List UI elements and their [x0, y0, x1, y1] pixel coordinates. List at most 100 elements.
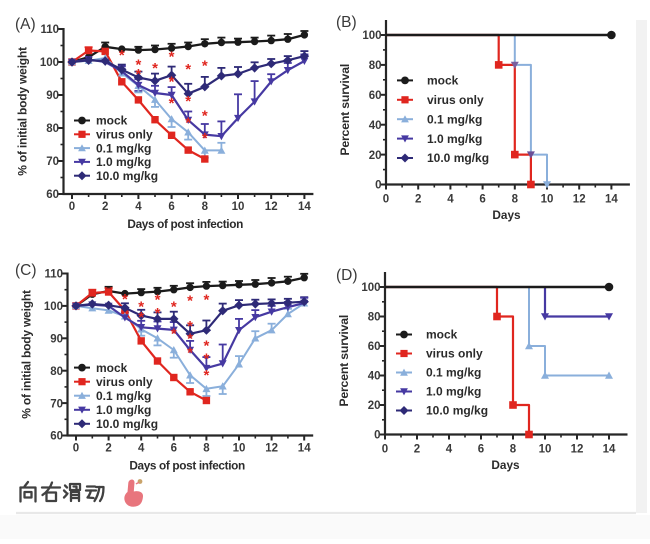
svg-text:6: 6 [171, 443, 177, 455]
svg-text:100: 100 [44, 301, 63, 313]
svg-text:*: * [155, 292, 161, 309]
svg-text:0.1 mg/kg: 0.1 mg/kg [426, 366, 481, 380]
svg-text:6: 6 [478, 444, 484, 456]
svg-text:4: 4 [135, 201, 142, 213]
svg-text:0.1 mg/kg: 0.1 mg/kg [427, 112, 482, 126]
svg-text:*: * [187, 331, 193, 348]
svg-text:2: 2 [102, 201, 108, 213]
svg-text:12: 12 [265, 443, 278, 455]
svg-text:14: 14 [603, 444, 616, 456]
svg-text:*: * [185, 115, 191, 132]
svg-text:4: 4 [446, 444, 453, 456]
svg-text:90: 90 [46, 90, 59, 102]
svg-text:90: 90 [50, 334, 63, 346]
svg-text:virus only: virus only [96, 128, 153, 142]
svg-text:40: 40 [368, 371, 381, 383]
svg-text:*: * [203, 292, 209, 309]
svg-text:*: * [122, 291, 128, 308]
svg-text:2: 2 [415, 194, 421, 206]
svg-text:Percent survival: Percent survival [338, 64, 352, 156]
svg-text:0.1 mg/kg: 0.1 mg/kg [96, 389, 151, 403]
svg-text:*: * [203, 351, 209, 368]
svg-text:*: * [202, 58, 208, 75]
svg-text:8: 8 [202, 201, 209, 213]
svg-text:8: 8 [203, 443, 210, 455]
svg-text:*: * [187, 292, 193, 309]
svg-text:14: 14 [298, 443, 311, 455]
svg-text:20: 20 [368, 400, 381, 412]
svg-text:100: 100 [40, 57, 59, 69]
svg-text:10.0 mg/kg: 10.0 mg/kg [426, 404, 488, 418]
svg-text:10: 10 [539, 444, 552, 456]
svg-text:0: 0 [374, 430, 380, 442]
svg-text:10.0 mg/kg: 10.0 mg/kg [96, 169, 158, 183]
svg-text:*: * [135, 56, 141, 73]
svg-text:10.0 mg/kg: 10.0 mg/kg [427, 151, 489, 165]
svg-text:80: 80 [368, 312, 381, 324]
svg-text:80: 80 [50, 366, 63, 378]
svg-text:80: 80 [46, 123, 59, 135]
svg-text:*: * [169, 48, 175, 65]
svg-text:70: 70 [46, 156, 59, 168]
svg-text:10.0 mg/kg: 10.0 mg/kg [96, 417, 158, 431]
svg-text:*: * [171, 299, 177, 316]
svg-text:*: * [169, 73, 175, 90]
svg-text:0: 0 [73, 443, 79, 455]
svg-text:*: * [202, 107, 208, 124]
svg-text:10: 10 [233, 443, 246, 455]
svg-text:100: 100 [361, 282, 380, 294]
svg-text:60: 60 [50, 431, 63, 443]
svg-text:60: 60 [369, 90, 382, 102]
svg-text:Days of post infection: Days of post infection [129, 459, 245, 473]
svg-text:*: * [119, 47, 125, 64]
svg-text:virus only: virus only [427, 93, 484, 107]
svg-text:*: * [138, 299, 144, 316]
svg-text:4: 4 [447, 194, 454, 206]
svg-text:*: * [152, 60, 158, 77]
svg-text:1.0 mg/kg: 1.0 mg/kg [426, 385, 481, 399]
svg-text:1.0 mg/kg: 1.0 mg/kg [96, 155, 151, 169]
svg-text:14: 14 [605, 194, 618, 206]
svg-text:60: 60 [46, 189, 59, 201]
svg-text:virus only: virus only [96, 375, 153, 389]
svg-text:12: 12 [265, 201, 278, 213]
svg-text:10: 10 [232, 201, 245, 213]
svg-text:*: * [171, 325, 177, 342]
svg-text:*: * [185, 61, 191, 78]
svg-text:40: 40 [369, 120, 382, 132]
svg-text:(D): (D) [336, 267, 358, 284]
svg-text:*: * [185, 93, 191, 110]
svg-text:110: 110 [40, 24, 59, 36]
svg-text:2: 2 [105, 443, 111, 455]
svg-text:70: 70 [50, 398, 63, 410]
svg-text:10: 10 [541, 194, 554, 206]
svg-text:*: * [138, 309, 144, 326]
svg-text:100: 100 [362, 30, 381, 42]
svg-text:mock: mock [427, 74, 459, 88]
svg-text:*: * [135, 66, 141, 83]
svg-text:6: 6 [168, 201, 174, 213]
svg-text:Days of post infection: Days of post infection [127, 217, 243, 231]
svg-text:*: * [169, 95, 175, 112]
svg-text:60: 60 [368, 341, 381, 353]
svg-text:12: 12 [571, 444, 584, 456]
svg-text:80: 80 [369, 60, 382, 72]
svg-text:*: * [203, 338, 209, 355]
svg-text:mock: mock [96, 114, 128, 128]
svg-text:12: 12 [573, 194, 586, 206]
svg-text:*: * [202, 130, 208, 147]
svg-text:*: * [187, 345, 193, 362]
svg-text:(B): (B) [336, 14, 357, 31]
svg-text:20: 20 [369, 150, 382, 162]
svg-text:4: 4 [138, 443, 145, 455]
svg-text:*: * [155, 305, 161, 322]
svg-text:Days: Days [491, 458, 520, 472]
svg-text:% of initial body weight: % of initial body weight [20, 290, 34, 419]
svg-text:8: 8 [512, 194, 519, 206]
svg-text:(A): (A) [15, 16, 36, 33]
svg-text:mock: mock [96, 361, 128, 375]
svg-text:8: 8 [510, 444, 517, 456]
svg-text:mock: mock [426, 328, 458, 342]
svg-text:Percent survival: Percent survival [337, 315, 351, 407]
svg-text:(C): (C) [15, 262, 37, 279]
